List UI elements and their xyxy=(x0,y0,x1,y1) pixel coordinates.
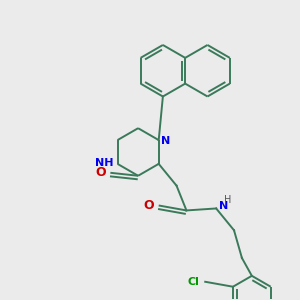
Text: Cl: Cl xyxy=(188,277,199,287)
Text: H: H xyxy=(224,194,232,205)
Text: NH: NH xyxy=(95,158,114,168)
Text: O: O xyxy=(143,199,154,212)
Text: N: N xyxy=(219,202,228,212)
Text: N: N xyxy=(161,136,170,146)
Text: O: O xyxy=(95,166,106,179)
